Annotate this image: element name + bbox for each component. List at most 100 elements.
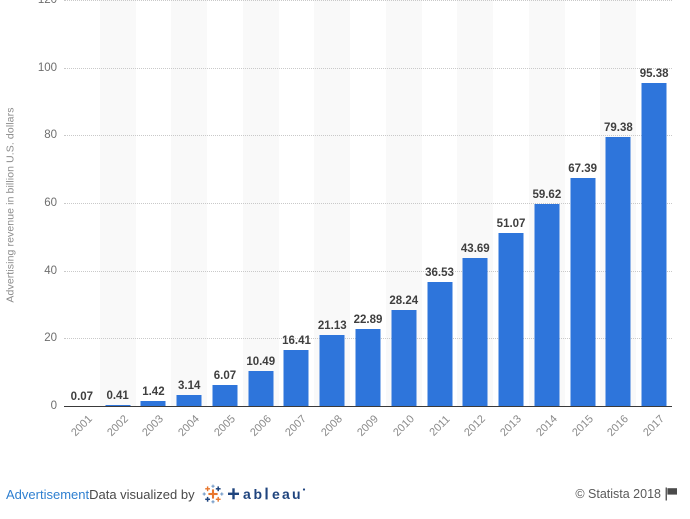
advertisement-link[interactable]: Advertisement	[6, 486, 90, 502]
bar-slot: 67.39	[565, 0, 601, 406]
x-axis-tick: 2011	[426, 413, 453, 439]
bar-slot: 79.38	[600, 0, 636, 406]
data-visualized-by-label: Data visualized by	[89, 486, 195, 502]
bar-value-label: 16.41	[282, 335, 311, 348]
svg-text:u: u	[292, 486, 301, 502]
x-axis-tick: 2009	[355, 413, 381, 439]
bar-value-label: 6.07	[213, 370, 237, 383]
x-tick-slot: 2003	[136, 408, 172, 462]
gridline	[64, 270, 672, 272]
bar-slot: 3.14	[171, 0, 207, 406]
bar[interactable]	[427, 282, 453, 406]
bar-slot: 0.07	[64, 0, 100, 406]
gridline	[64, 135, 672, 137]
bar[interactable]	[391, 310, 417, 406]
flag-icon[interactable]	[665, 487, 678, 501]
bar[interactable]	[605, 137, 631, 406]
bar-slot: 21.13	[314, 0, 350, 406]
copyright-text: © Statista 2018	[575, 487, 661, 501]
y-axis-tick: 20	[44, 332, 57, 345]
bar-value-label: 0.07	[70, 390, 94, 403]
y-axis-tick: 120	[37, 0, 57, 6]
bar[interactable]	[176, 395, 202, 406]
x-axis-tick: 2008	[319, 413, 346, 439]
x-axis-line	[64, 406, 672, 407]
bar[interactable]	[462, 258, 488, 406]
gridline	[64, 67, 672, 69]
bar[interactable]	[319, 334, 345, 406]
x-axis-tick: 2010	[390, 413, 417, 439]
bar-slot: 1.42	[136, 0, 172, 406]
bar[interactable]	[283, 350, 309, 406]
y-axis-title-text: Advertising revenue in billion U.S. doll…	[5, 107, 17, 303]
bar[interactable]	[355, 328, 381, 406]
bar-series: 0.07 0.41 1.42 3.14 6.07 10.49 16.41 21.13 22.89…	[64, 0, 672, 406]
x-tick-slot: 2017	[636, 408, 672, 462]
x-tick-slot: 2010	[386, 408, 422, 462]
bar[interactable]	[212, 385, 238, 406]
svg-text:e: e	[272, 486, 280, 502]
x-tick-slot: 2011	[422, 408, 458, 462]
footer: Advertisement Data visualized by	[0, 482, 690, 519]
y-axis-tick: 0	[50, 400, 57, 412]
x-tick-slot: 2006	[243, 408, 279, 462]
x-axis-tick: 2003	[140, 413, 167, 439]
gridline	[64, 0, 672, 1]
bar-value-label: 22.89	[353, 313, 383, 326]
footer-right: © Statista 2018	[575, 482, 678, 506]
bar[interactable]	[498, 233, 524, 406]
y-axis-tick-labels: 0 20 40 60 80 100 120	[22, 0, 64, 412]
x-tick-slot: 2014	[529, 408, 565, 462]
x-tick-slot: 2012	[457, 408, 493, 462]
bar-value-label: 3.14	[177, 380, 201, 393]
bar-slot: 43.69	[457, 0, 493, 406]
bar[interactable]	[570, 178, 596, 406]
bar-slot: 22.89	[350, 0, 386, 406]
svg-text:a: a	[282, 486, 290, 502]
gridline	[64, 203, 672, 204]
bar[interactable]	[105, 404, 131, 406]
plot-area: 0.07 0.41 1.42 3.14 6.07 10.49 16.41 21.13 22.89…	[64, 0, 673, 406]
x-axis-tick: 2001	[68, 413, 95, 439]
x-axis-tick: 2002	[104, 413, 131, 439]
bar-value-label: 10.49	[246, 355, 276, 368]
y-axis-tick: 100	[37, 61, 57, 74]
bar-slot: 6.07	[207, 0, 243, 406]
x-tick-slot: 2005	[207, 408, 243, 462]
bar[interactable]	[534, 204, 560, 406]
x-axis-tick: 2012	[462, 413, 489, 439]
tableau-wordmark-text: a b e a u	[227, 486, 305, 502]
x-axis-tick: 2006	[247, 413, 274, 439]
x-tick-slot: 2008	[314, 408, 350, 462]
bar[interactable]	[641, 83, 667, 406]
bar-value-label: 67.39	[568, 163, 597, 175]
bar-value-label: 21.13	[317, 319, 347, 332]
x-axis-tick: 2017	[641, 413, 668, 439]
svg-text:a: a	[243, 486, 251, 502]
bar-value-label: 0.41	[106, 389, 129, 402]
x-tick-slot: 2009	[350, 408, 386, 462]
y-axis-title: Advertising revenue in billion U.S. doll…	[0, 0, 22, 410]
bar[interactable]	[248, 370, 274, 406]
x-axis-tick: 2015	[569, 413, 596, 439]
y-axis-tick: 60	[44, 197, 57, 209]
bar-value-label: 36.53	[425, 267, 454, 280]
x-tick-slot: 2007	[279, 408, 315, 462]
bar-slot: 95.38	[636, 0, 672, 406]
bar-slot: 51.07	[493, 0, 529, 406]
bar-slot: 28.24	[386, 0, 422, 406]
x-tick-slot: 2002	[100, 408, 136, 462]
x-axis-tick: 2004	[176, 413, 203, 439]
bar-value-label: 95.38	[639, 68, 669, 81]
x-axis-tick: 2013	[498, 413, 524, 439]
chart-area: Advertising revenue in billion U.S. doll…	[0, 0, 673, 462]
tableau-logo-link[interactable]: a b e a u	[202, 484, 311, 504]
svg-text:b: b	[253, 486, 262, 502]
x-tick-slot: 2013	[493, 408, 529, 462]
bar-slot: 10.49	[243, 0, 279, 406]
bar[interactable]	[140, 401, 166, 406]
x-axis-tick: 2005	[212, 413, 238, 439]
bar-value-label: 79.38	[603, 122, 633, 135]
bar-slot: 59.62	[529, 0, 565, 406]
